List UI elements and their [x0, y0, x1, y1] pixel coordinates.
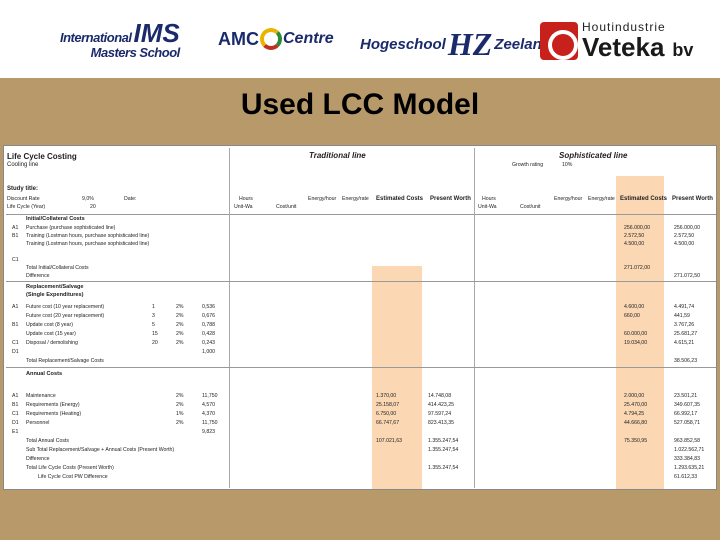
ims-logo-line1: International [60, 30, 132, 46]
amc-centre-logo: AMC Centre [218, 28, 334, 50]
section-replacement: Replacement/Salvage [26, 284, 84, 290]
amc-logo-text: AMC [218, 28, 259, 49]
col-estimated-soph: Estimated Costs [620, 196, 668, 202]
table-row: D1 1,000 [12, 349, 215, 355]
table-row: D1 Personnel 2% 11,750 66.747,67 823.413… [12, 420, 700, 426]
soph-highlight [616, 176, 664, 489]
date-label: Date: [124, 196, 137, 202]
sophisticated-title: Sophisticated line [559, 151, 628, 160]
amc-logo-centre: Centre [283, 30, 334, 47]
table-row: E1 9,823 [12, 429, 215, 435]
col-energy1-trad: Energy/hour [308, 196, 337, 202]
sheet-title: Life Cycle Costing [7, 152, 77, 161]
table-row: Total Life Cycle Costs (Present Worth) 1… [26, 465, 705, 471]
table-row: Sub Total Replacement/Salvage + Annual C… [26, 447, 705, 453]
ims-logo-line2: Masters School [90, 45, 181, 61]
table-row: Training (Lostman hours, purchase sophis… [26, 241, 695, 247]
table-row: Difference 271.072,50 [26, 273, 700, 279]
col-costunit-trad: Cost/unit [276, 204, 297, 210]
life-cycle-label: Life Cycle (Year) [7, 204, 46, 210]
logo-bar: International IMS Masters School AMC Cen… [0, 0, 720, 78]
growth-rating-label: Growth rating [512, 162, 544, 168]
table-row: Total Replacement/Salvage Costs 38.506,2… [26, 358, 698, 364]
col-unitwa-trad: Unit-Wa [234, 204, 253, 210]
table-row: B1 Update cost (8 year) 5 2% 0,788 3.767… [12, 322, 695, 328]
veteka-logo-bv: bv [672, 40, 694, 60]
col-hours-trad: Hours [239, 196, 253, 202]
hz-logo-mark: HZ [447, 26, 493, 62]
col-unitwa-soph: Unit-Wa [478, 204, 497, 210]
table-row: B1 Requirements (Energy) 2% 4,570 25.158… [12, 402, 700, 408]
section-replacement-sub: (Single Expenditures) [26, 292, 84, 298]
table-row: Future cost (20 year replacement) 3 2% 0… [26, 313, 690, 319]
col-estimated-trad: Estimated Costs [376, 196, 424, 202]
veteka-badge-icon [540, 21, 578, 60]
veteka-logo-sup: Houtindustrie [582, 20, 666, 34]
col-present-trad: Present Worth [430, 196, 471, 202]
growth-rating-value: 10% [562, 162, 573, 168]
discount-rate-value: 9,0% [82, 196, 94, 202]
col-energy2-trad: Energy/rate [342, 196, 369, 202]
veteka-logo-name: Veteka [582, 32, 665, 62]
slide-title: Used LCC Model [240, 88, 480, 121]
table-row: A1 Maintenance 2% 11,750 1.370,00 14.748… [12, 393, 698, 399]
col-hours-soph: Hours [482, 196, 496, 202]
ims-logo-mark: IMS [133, 18, 180, 48]
col-energy1-soph: Energy/hour [554, 196, 583, 202]
section-initial: Initial/Collateral Costs [26, 216, 85, 222]
col-costunit-soph: Cost/unit [520, 204, 541, 210]
trad-highlight [372, 266, 422, 489]
section-annual: Annual Costs [26, 371, 63, 377]
amc-ring-icon [260, 28, 282, 50]
study-title: Study title: [7, 186, 38, 192]
sheet-subtitle: Cooling line [7, 162, 39, 168]
hz-logo-zeeland: Zeeland [494, 35, 551, 53]
hz-zeeland-logo: Hogeschool HZ Zeeland [360, 28, 551, 60]
table-row: C1 Disposal / demolishing 20 2% 0,243 19… [12, 340, 695, 346]
traditional-title: Traditional line [309, 151, 366, 160]
table-row: Difference 333.384,83 [26, 456, 700, 462]
table-row: Life Cycle Cost PW Difference 61.612,33 [38, 474, 698, 480]
table-row: Total Annual Costs 107.021,63 1.355.247,… [26, 438, 700, 444]
discount-rate-label: Discount Rate [7, 196, 40, 202]
table-row: A1 Future cost (10 year replacement) 1 2… [12, 304, 695, 310]
table-row: C1 Requirements (Heating) 1% 4,370 6.750… [12, 411, 698, 417]
col-energy2-soph: Energy/rate [588, 196, 615, 202]
veteka-logo: Houtindustrie Veteka bv [540, 20, 693, 61]
table-row: Update cost (15 year) 15 2% 0,428 60.000… [26, 331, 698, 337]
life-cycle-value: 20 [90, 204, 96, 210]
hz-logo-hogeschool: Hogeschool [360, 35, 446, 53]
table-row: Total Initial/Collateral Costs 271.072,0… [26, 265, 650, 271]
col-present-soph: Present Worth [672, 196, 713, 202]
table-row: B1 Training (Lostman hours, purchase sop… [12, 233, 695, 239]
ims-logo: International IMS Masters School [60, 18, 181, 61]
table-row: A1 Purchase (purchase sophisticated line… [12, 225, 700, 231]
lcc-spreadsheet: Life Cycle Costing Cooling line Traditio… [3, 145, 717, 490]
table-row: C1 [12, 257, 19, 263]
